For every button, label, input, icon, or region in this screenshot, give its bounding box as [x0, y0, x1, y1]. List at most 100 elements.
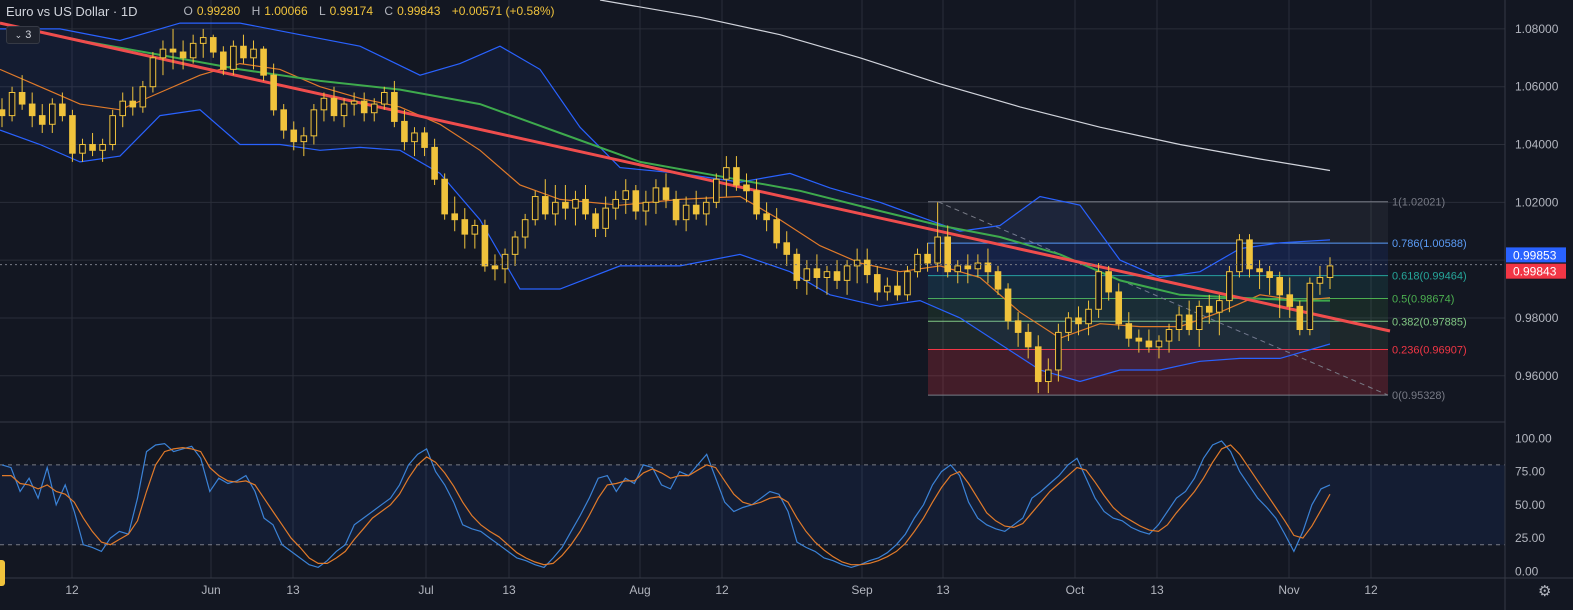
- candle-body: [833, 271, 841, 281]
- candle: [873, 265, 881, 301]
- candle: [1085, 300, 1092, 336]
- x-tick-label: Oct: [1066, 583, 1085, 597]
- low-value: 0.99174: [329, 4, 374, 18]
- candle-body: [1185, 314, 1193, 331]
- candle-body: [592, 213, 599, 229]
- scroll-marker[interactable]: [0, 560, 5, 586]
- candle: [1145, 329, 1153, 353]
- candle-body: [391, 91, 398, 122]
- candle: [179, 40, 187, 70]
- candle: [924, 242, 931, 272]
- candle: [1045, 358, 1052, 394]
- candle-body: [894, 285, 901, 296]
- candle: [451, 196, 459, 232]
- candle-body: [562, 201, 569, 209]
- candle: [702, 196, 710, 226]
- candle: [682, 196, 690, 232]
- candle: [441, 173, 448, 220]
- candle-body: [974, 262, 982, 270]
- candle: [1205, 294, 1213, 324]
- osc-tick-label: 50.00: [1515, 498, 1545, 512]
- candle-body: [622, 190, 630, 200]
- open-value: 0.99280: [196, 4, 241, 18]
- candle: [572, 190, 579, 226]
- candle-body: [129, 100, 137, 108]
- candle-body: [491, 265, 499, 270]
- x-tick-label: Jul: [418, 583, 433, 597]
- candle: [139, 80, 147, 113]
- candle: [914, 248, 921, 278]
- candle-body: [169, 48, 177, 53]
- candle-body: [572, 198, 579, 209]
- candle-body: [1145, 340, 1153, 348]
- candle-body: [1075, 317, 1082, 325]
- symbol-title[interactable]: Euro vs US Dollar · 1D: [6, 3, 138, 19]
- candle: [964, 254, 972, 284]
- candle: [743, 173, 750, 203]
- candle-body: [340, 103, 348, 117]
- candle-body: [682, 204, 690, 221]
- candle: [632, 184, 640, 220]
- candle-body: [69, 115, 76, 154]
- gear-icon[interactable]: ⚙: [1538, 582, 1551, 600]
- candle: [199, 28, 207, 58]
- candle-body: [1266, 271, 1273, 278]
- candle-body: [370, 103, 378, 114]
- studies-toggle-button[interactable]: ⌄ 3: [6, 26, 40, 44]
- candle-body: [230, 45, 237, 70]
- candle: [1075, 306, 1082, 336]
- candle: [672, 190, 680, 226]
- candle: [813, 254, 821, 290]
- candle-body: [1276, 276, 1283, 296]
- candle: [642, 190, 650, 226]
- candle-body: [743, 184, 750, 192]
- candle-body: [1085, 308, 1092, 325]
- osc-tick-label: 25.00: [1515, 531, 1545, 545]
- candle-body: [38, 115, 46, 125]
- stochastic-k-line: [1, 440, 1331, 569]
- candle-body: [240, 45, 247, 59]
- candle: [8, 86, 16, 122]
- y-tick-label: 0.98000: [1515, 311, 1559, 325]
- candle: [934, 202, 941, 272]
- price-badge-label: 0.99853: [1513, 248, 1557, 262]
- candle: [330, 86, 338, 122]
- candle-body: [220, 51, 227, 70]
- candle: [692, 190, 700, 220]
- candle: [49, 98, 56, 133]
- candle-body: [884, 285, 891, 293]
- fib-level-label: 0(0.95328): [1392, 390, 1445, 402]
- candle-body: [1326, 265, 1334, 278]
- candle: [230, 40, 237, 76]
- candle-body: [89, 144, 96, 151]
- candle: [974, 254, 982, 278]
- fib-level-label: 0.382(0.97885): [1392, 316, 1467, 328]
- x-tick-label: 13: [502, 583, 516, 597]
- candle-body: [934, 236, 941, 264]
- candle: [863, 248, 871, 284]
- candle: [129, 86, 137, 116]
- candle-body: [863, 259, 871, 276]
- candle-body: [924, 253, 931, 264]
- candle-body: [421, 132, 428, 148]
- candle: [28, 92, 36, 128]
- candle-body: [823, 271, 831, 278]
- candle-body: [179, 51, 187, 59]
- candle-body: [1296, 305, 1304, 331]
- candle: [552, 184, 559, 226]
- candle-body: [119, 100, 127, 117]
- candle-body: [1195, 305, 1203, 331]
- candle-body: [270, 74, 277, 111]
- candle: [884, 277, 891, 301]
- candle-body: [1216, 300, 1223, 313]
- candle-body: [79, 144, 86, 154]
- candle: [853, 248, 861, 284]
- candle: [250, 40, 257, 70]
- candle: [300, 127, 308, 157]
- fibonacci-retracement[interactable]: 1(1.02021) 0.786(1.00588) 0.618(0.99464) 0.…: [928, 197, 1467, 402]
- candle: [320, 92, 328, 122]
- candle-body: [763, 213, 770, 221]
- candle: [99, 138, 106, 162]
- medium-moving-average: [0, 22, 1330, 302]
